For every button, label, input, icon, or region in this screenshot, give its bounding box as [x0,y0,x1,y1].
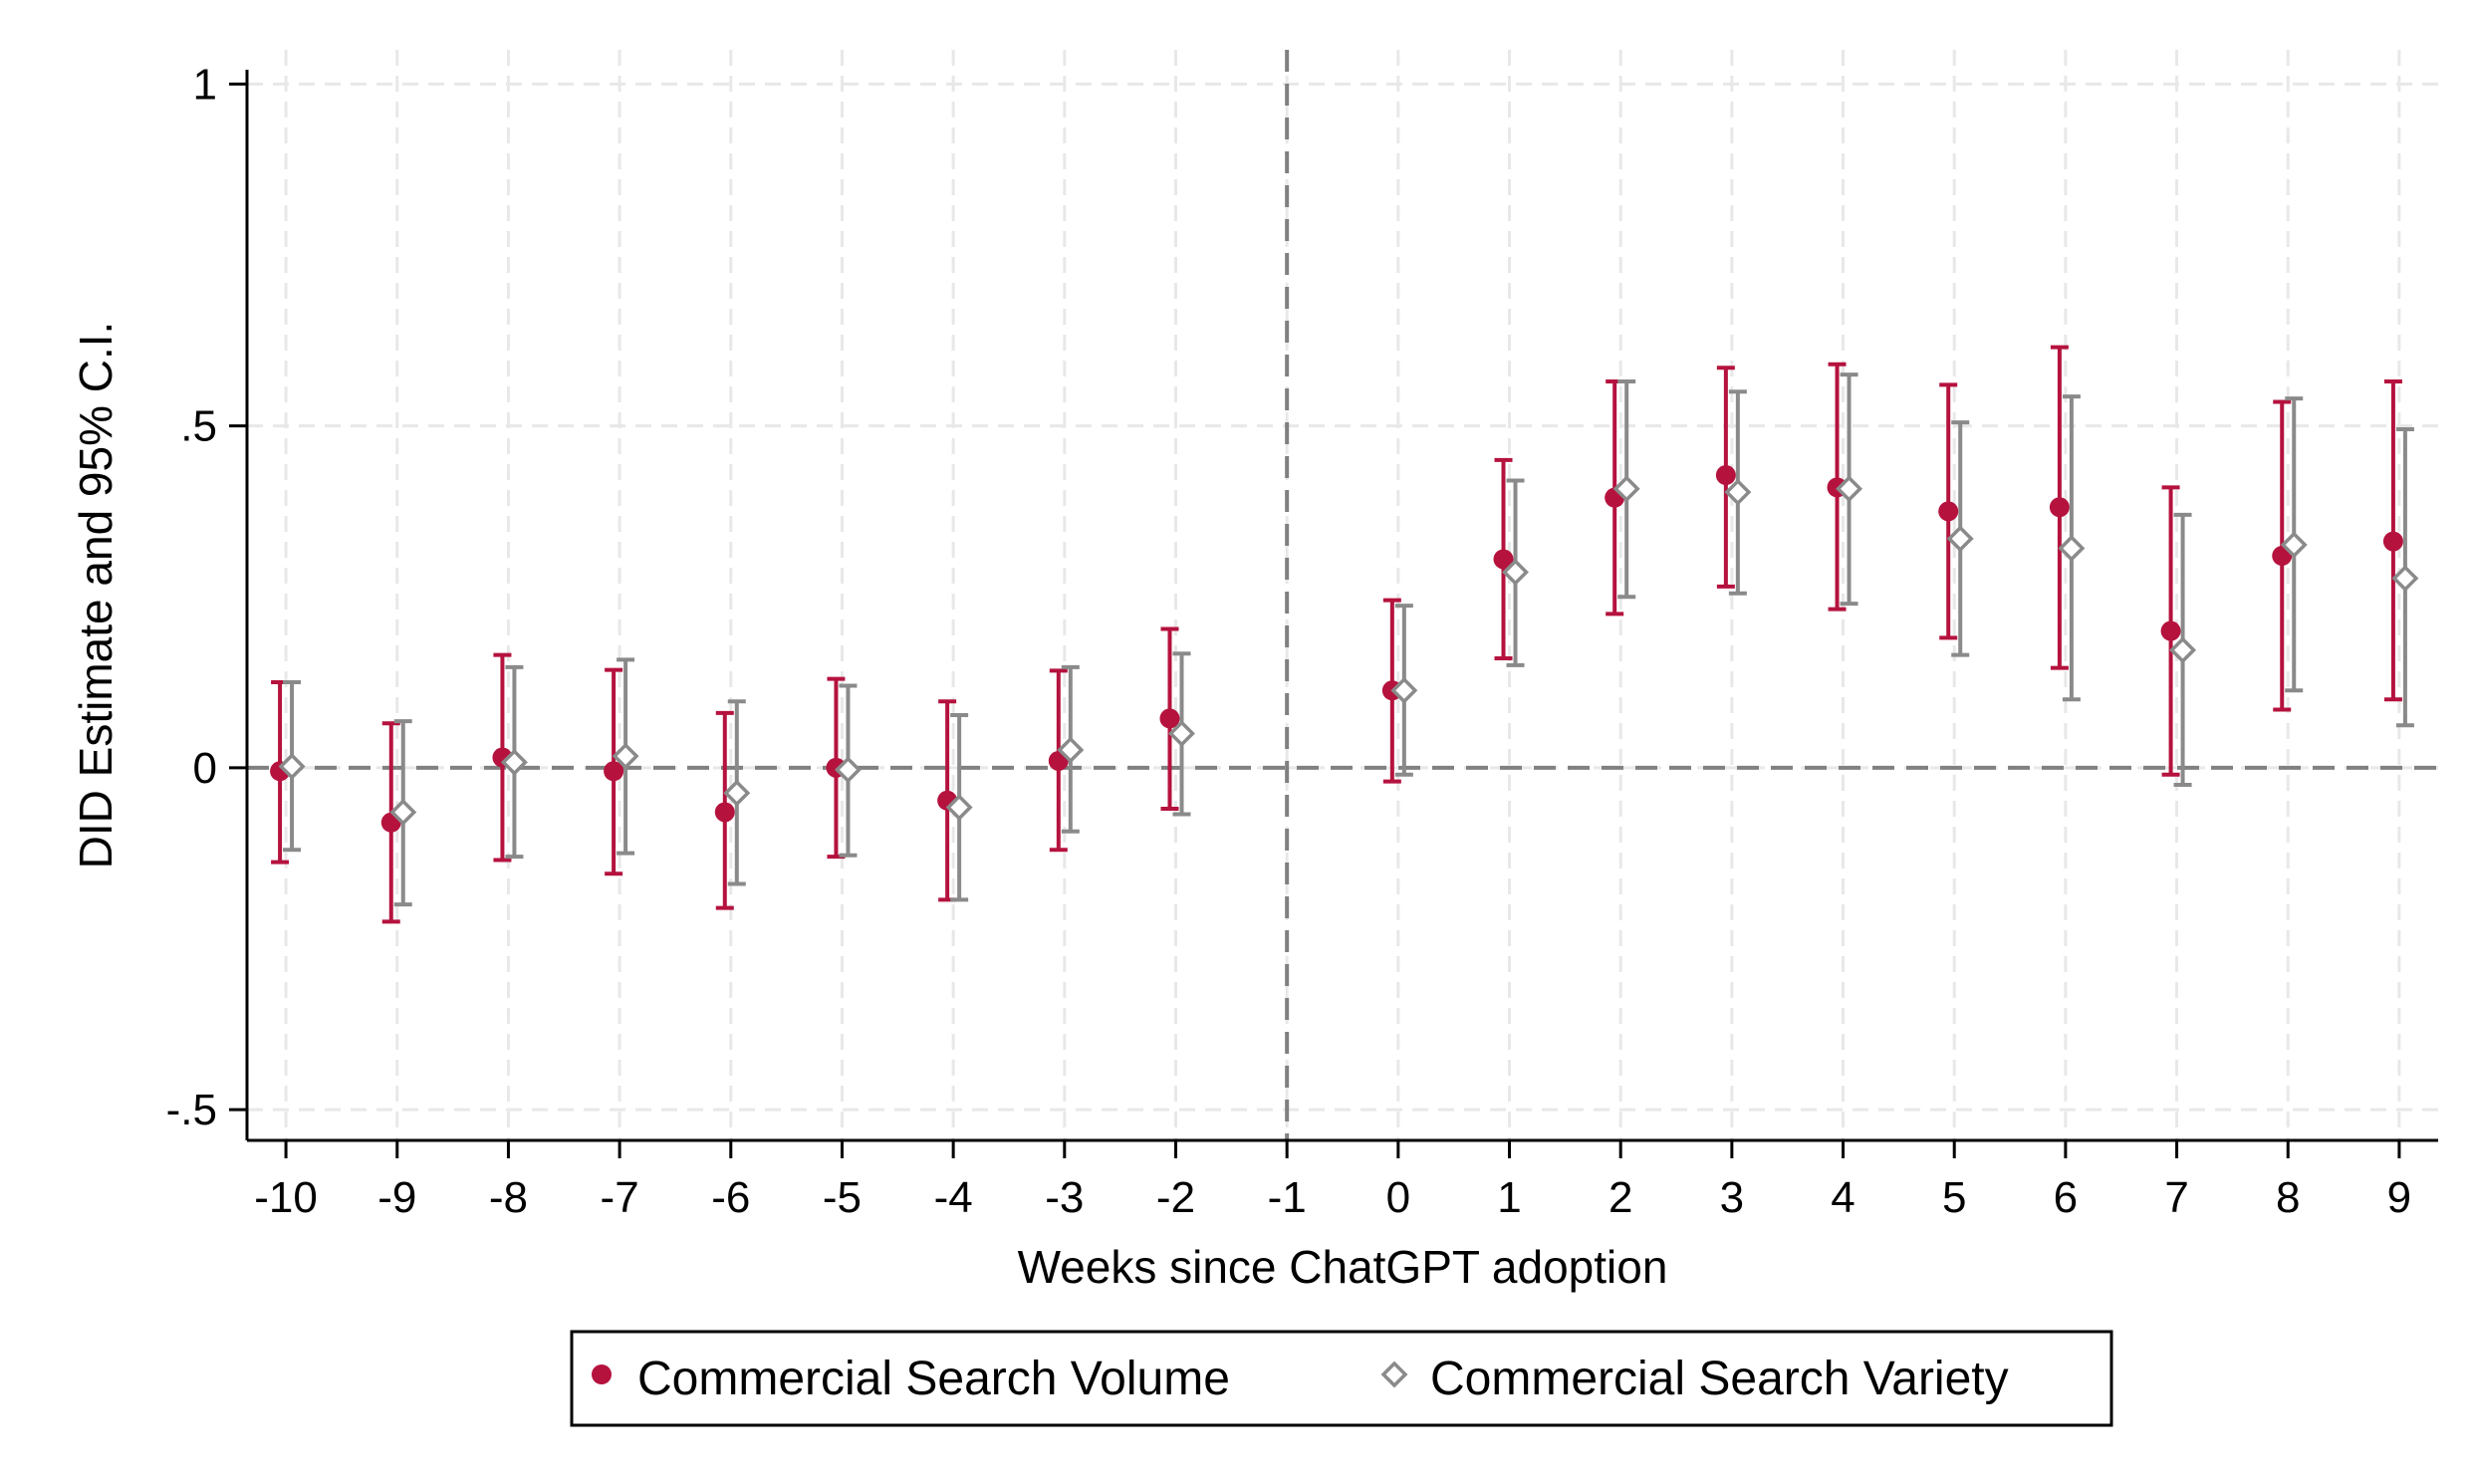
point-estimate [1057,736,1085,764]
point-estimate [1502,559,1529,586]
x-tick-label: 5 [1942,1173,1966,1222]
x-tick-label: -6 [711,1173,750,1222]
x-tick-label: 4 [1831,1173,1855,1222]
point-estimate [2049,497,2070,518]
grid-lines [247,50,2438,1140]
axes: -.50.51-10 -9 -8 -7 -6 -5 -4 -3 -2 -1 0 1 2 3 4 5 6 7 8 9 [166,60,2438,1222]
x-tick-label: 1 [1497,1173,1521,1222]
x-tick-label: -5 [823,1173,862,1222]
y-axis-title: DID Estimate and 95% C.I. [70,322,122,869]
series-1 [278,372,2419,907]
point-estimate [278,752,306,780]
y-tick-label: 0 [193,744,217,793]
x-tick-label: -7 [601,1173,639,1222]
legend-marker-circle [592,1364,612,1384]
series-0 [270,345,2403,924]
x-tick-label: -9 [377,1173,416,1222]
point-estimate [604,761,624,782]
point-estimate [945,794,973,822]
x-tick-label: -1 [1268,1173,1307,1222]
x-tick-label: 7 [2164,1173,2188,1222]
point-estimate [2280,531,2308,559]
point-estimate [1159,708,1180,729]
point-estimate [1724,478,1752,506]
point-estimate [1493,549,1514,570]
point-estimate [1612,475,1640,503]
x-tick-label: 3 [1720,1173,1744,1222]
point-estimate [2169,636,2197,664]
point-estimate [389,798,417,826]
x-tick-label: -8 [489,1173,528,1222]
y-tick-label: .5 [180,402,217,451]
y-tick-label: 1 [193,60,217,109]
point-estimate [500,748,528,776]
legend-item: Commercial Search Variety [1380,1353,2009,1405]
x-tick-label: -2 [1156,1173,1195,1222]
point-estimate [834,756,862,784]
legend-label: Commercial Search Variety [1430,1353,2009,1405]
point-estimate [2160,620,2181,641]
point-estimate [1938,501,1959,522]
x-tick-label: 8 [2276,1173,2300,1222]
legend-box [570,1330,2113,1427]
reference-lines [247,50,2438,1140]
y-tick-label: -.5 [166,1086,217,1134]
point-estimate [1836,475,1863,503]
x-tick-label: 2 [1608,1173,1632,1222]
point-estimate [1168,720,1195,747]
x-tick-label: -3 [1045,1173,1084,1222]
x-tick-label: 0 [1386,1173,1410,1222]
point-estimate [1715,465,1736,486]
x-tick-label: 6 [2054,1173,2078,1222]
point-estimate [2382,531,2403,552]
legend-label: Commercial Search Volume [637,1353,1230,1405]
x-tick-label: 9 [2387,1173,2411,1222]
point-estimate [1946,525,1974,553]
point-estimate [723,779,751,807]
x-tick-label: -4 [934,1173,973,1222]
legend-item: Commercial Search Volume [592,1353,1230,1405]
x-tick-label: -10 [254,1173,318,1222]
series-layer [270,345,2419,924]
legend: Commercial Search Volume Commercial Searc… [570,1330,2113,1427]
point-estimate [1390,676,1418,704]
point-estimate [714,802,735,823]
point-estimate [2391,565,2419,593]
legend-marker-diamond [1380,1360,1408,1388]
x-axis-title: Weeks since ChatGPT adoption [1018,1241,1668,1293]
point-estimate [2058,534,2086,562]
point-estimate [612,742,639,770]
